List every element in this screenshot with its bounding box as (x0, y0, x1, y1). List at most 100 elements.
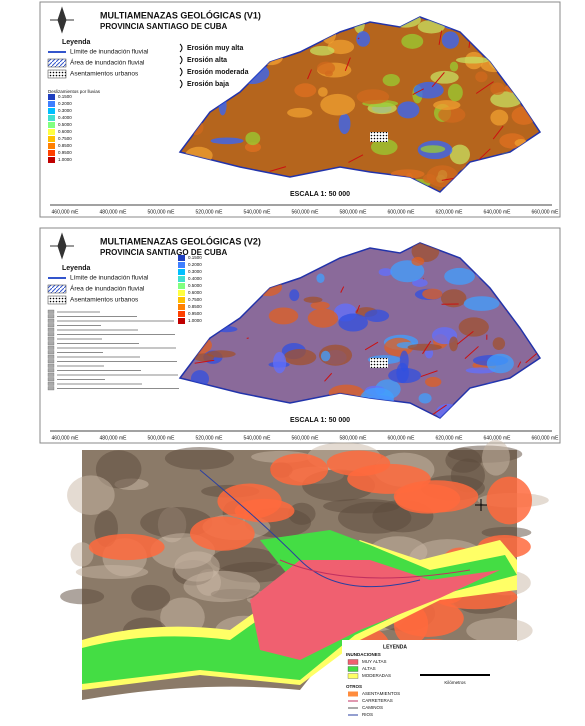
ramp-swatch (178, 276, 185, 282)
hazard-patch (397, 101, 420, 119)
urban-area (370, 358, 388, 368)
x-coord-label: 580,000 mE (340, 209, 368, 215)
notes-swatch (47, 345, 55, 350)
ramp-title: Deslizamientos por lluvias (48, 89, 101, 94)
landslide-line (438, 30, 443, 45)
hazard-patch (378, 268, 393, 277)
x-coord-label: 520,000 mE (196, 435, 224, 441)
notes-swatch (47, 359, 55, 364)
landslide-line (348, 154, 364, 163)
x-coord-label: 600,000 mE (388, 435, 416, 441)
legend-label: ASENTAMIENTOS (362, 691, 400, 696)
legend-title: Leyenda (62, 39, 91, 46)
hazard-patch (449, 144, 471, 165)
erosion-symbol (179, 67, 183, 77)
erosion-symbol (179, 55, 183, 65)
hazard-patch (287, 107, 313, 118)
legend-title: Leyenda (62, 265, 91, 272)
legend-swatch (347, 659, 359, 665)
ramp-swatch (48, 129, 55, 135)
erosion-label: Erosión alta (187, 57, 227, 64)
legend-label: RIOS (362, 712, 373, 717)
hazard-patch (490, 91, 523, 108)
hazard-patch (444, 267, 475, 285)
ramp-swatch (48, 136, 55, 142)
notes-swatch (47, 323, 55, 328)
legend-title: LEYENDA (383, 644, 407, 650)
legend-swatch (47, 69, 67, 79)
legend-label: CAMINOS (362, 705, 383, 710)
relief-shade (481, 526, 532, 539)
landslide-line (194, 359, 215, 364)
hazard-patch (356, 89, 390, 105)
hazard-orange (217, 483, 282, 519)
ramp-swatch (48, 157, 55, 163)
hazard-patch (283, 348, 317, 366)
landslide-line (324, 372, 333, 382)
hazard-patch (390, 260, 425, 283)
legend-swatch (47, 284, 67, 294)
hazard-patch (420, 145, 446, 153)
ramp-swatch (48, 101, 55, 107)
x-coord-label: 500,000 mE (148, 435, 176, 441)
hazard-patch (268, 307, 299, 325)
x-coord-label: 560,000 mE (292, 209, 320, 215)
legend-label: MUY ALTAS (362, 659, 387, 664)
relief-shade (288, 502, 316, 525)
legend-label: CARRETERAS (362, 698, 393, 703)
hazard-patch (458, 317, 489, 337)
ramp-swatch (48, 108, 55, 114)
relief-shade (131, 584, 171, 611)
legend-label: Asentamientos urbanos (70, 71, 139, 78)
hazard-patch (455, 56, 490, 64)
hazard-patch (294, 83, 317, 98)
x-coord-label: 460,000 mE (52, 209, 80, 215)
x-coord-label: 480,000 mE (100, 209, 128, 215)
x-coord-label: 520,000 mE (196, 209, 224, 215)
hazard-patch (245, 131, 261, 146)
hazard-orange (270, 453, 329, 486)
hazard-patch (401, 33, 424, 49)
hazard-patch (407, 343, 442, 351)
hazard-patch (324, 70, 333, 77)
notes-swatch (47, 372, 55, 377)
ramp-label: 0.6000 (188, 290, 202, 295)
ramp-label: 0.3000 (58, 108, 72, 113)
hazard-patch (320, 350, 331, 362)
ramp-swatch (178, 304, 185, 310)
ramp-label: 1.0000 (188, 318, 202, 323)
ramp-swatch (178, 255, 185, 261)
legend-swatch (347, 666, 359, 672)
landslide-line (412, 88, 424, 96)
hazard-patch (490, 109, 509, 126)
hazard-patch (210, 137, 244, 145)
ramp-swatch (178, 269, 185, 275)
x-coord-label: 500,000 mE (148, 209, 176, 215)
notes-swatch (47, 386, 55, 391)
relief-shade (164, 446, 235, 470)
map-subtitle: PROVINCIA SANTIAGO DE CUBA (100, 22, 227, 31)
legend-label: Área de inundación fluvial (70, 284, 145, 293)
ramp-swatch (48, 94, 55, 100)
ramp-label: 0.8500 (58, 143, 72, 148)
legend-swatch (47, 58, 67, 68)
hazard-patch (338, 113, 351, 135)
relief-shade (210, 547, 279, 573)
legend-swatch (348, 691, 358, 697)
ramp-swatch (48, 115, 55, 121)
road (279, 559, 471, 579)
ramp-swatch (48, 143, 55, 149)
notes-swatch (47, 327, 55, 332)
ramp-swatch (178, 318, 185, 324)
map-subtitle: PROVINCIA SANTIAGO DE CUBA (100, 248, 227, 257)
scale-text: ESCALA 1: 50 000 (290, 417, 350, 424)
legend-swatch (347, 673, 359, 679)
legend-group: OTROS (346, 684, 362, 689)
notes-swatch (47, 341, 55, 346)
landslide-line (517, 361, 522, 368)
ramp-swatch (178, 283, 185, 289)
map-panel: MULTIAMENAZAS GEOLÓGICAS (V1) PROVINCIA S… (39, 1, 561, 218)
hazard-patch (433, 100, 461, 110)
north-cross (475, 499, 487, 511)
